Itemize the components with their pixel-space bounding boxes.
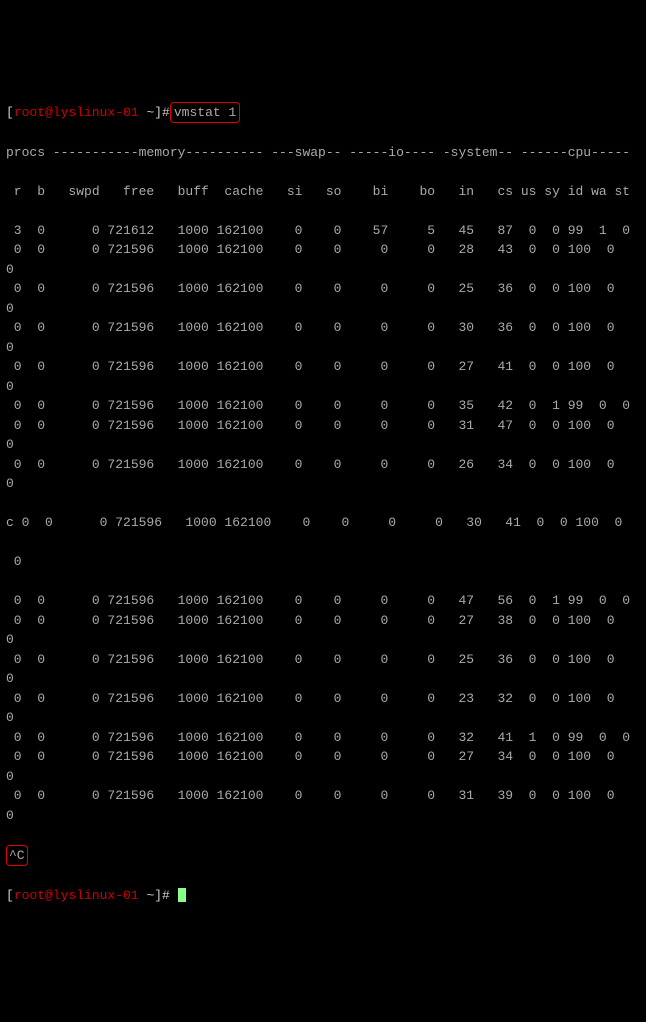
vmstat-row: 0 0 0 721596 1000 162100 0 0 0 0 30 36 0… bbox=[6, 318, 640, 338]
vmstat-row: 0 bbox=[6, 260, 640, 280]
vmstat-row: 0 bbox=[6, 338, 640, 358]
vmstat-row: 0 0 0 721596 1000 162100 0 0 0 0 27 41 0… bbox=[6, 357, 640, 377]
vmstat-rows-block1: 3 0 0 721612 1000 162100 0 0 57 5 45 87 … bbox=[6, 221, 640, 494]
path: ~ bbox=[139, 888, 155, 903]
bracket-open: [ bbox=[6, 888, 14, 903]
vmstat-row: 0 0 0 721596 1000 162100 0 0 0 0 27 34 0… bbox=[6, 747, 640, 767]
vmstat-row: 0 bbox=[6, 377, 640, 397]
vmstat-row: 0 0 0 721596 1000 162100 0 0 0 0 32 41 1… bbox=[6, 728, 640, 748]
vmstat-row: 0 0 0 721596 1000 162100 0 0 0 0 23 32 0… bbox=[6, 689, 640, 709]
prompt-line-1: [root@lyslinux-01 ~]# vmstat 1 bbox=[6, 102, 640, 124]
vmstat-row: 0 0 0 721596 1000 162100 0 0 0 0 31 39 0… bbox=[6, 786, 640, 806]
vmstat-row: 0 bbox=[6, 708, 640, 728]
prompt-symbol: ]# bbox=[154, 888, 170, 903]
vmstat-rows-block2: 0 0 0 721596 1000 162100 0 0 0 0 47 56 0… bbox=[6, 591, 640, 825]
user-host: root@lyslinux-01 bbox=[14, 105, 139, 120]
vmstat-shifted-wrap: 0 bbox=[6, 552, 640, 572]
vmstat-row: 0 0 0 721596 1000 162100 0 0 0 0 47 56 0… bbox=[6, 591, 640, 611]
command-highlight-box: vmstat 1 bbox=[170, 102, 240, 124]
vmstat-columns: r b swpd free buff cache si so bi bo in … bbox=[6, 182, 640, 202]
prompt-symbol: ]# bbox=[154, 105, 170, 120]
vmstat-row: 0 bbox=[6, 669, 640, 689]
bracket-open: [ bbox=[6, 105, 14, 120]
vmstat-shifted-row: c 0 0 0 721596 1000 162100 0 0 0 0 30 41… bbox=[6, 513, 640, 533]
vmstat-row: 0 bbox=[6, 806, 640, 826]
vmstat-row: 0 0 0 721596 1000 162100 0 0 0 0 25 36 0… bbox=[6, 650, 640, 670]
terminal-output: [root@lyslinux-01 ~]#vmstat 1 procs ----… bbox=[6, 82, 640, 925]
cursor bbox=[178, 888, 186, 902]
vmstat-row: 3 0 0 721612 1000 162100 0 0 57 5 45 87 … bbox=[6, 221, 640, 241]
vmstat-row: 0 0 0 721596 1000 162100 0 0 0 0 27 38 0… bbox=[6, 611, 640, 631]
interrupt-line: ^C bbox=[6, 845, 640, 867]
vmstat-row: 0 0 0 721596 1000 162100 0 0 0 0 26 34 0… bbox=[6, 455, 640, 475]
vmstat-row: 0 bbox=[6, 299, 640, 319]
vmstat-row: 0 bbox=[6, 474, 640, 494]
path: ~ bbox=[139, 105, 155, 120]
vmstat-row: 0 bbox=[6, 767, 640, 787]
vmstat-row: 0 0 0 721596 1000 162100 0 0 0 0 35 42 0… bbox=[6, 396, 640, 416]
interrupt-text: ^C bbox=[9, 848, 25, 863]
user-host: root@lyslinux-01 bbox=[14, 888, 139, 903]
vmstat-row: 0 bbox=[6, 435, 640, 455]
prompt-line-2[interactable]: [root@lyslinux-01 ~]# bbox=[6, 886, 640, 906]
interrupt-highlight-box: ^C bbox=[6, 845, 28, 867]
vmstat-row: 0 0 0 721596 1000 162100 0 0 0 0 31 47 0… bbox=[6, 416, 640, 436]
vmstat-row: 0 0 0 721596 1000 162100 0 0 0 0 28 43 0… bbox=[6, 240, 640, 260]
command-text: vmstat 1 bbox=[174, 105, 236, 120]
vmstat-header-groups: procs -----------memory---------- ---swa… bbox=[6, 143, 640, 163]
vmstat-row: 0 0 0 721596 1000 162100 0 0 0 0 25 36 0… bbox=[6, 279, 640, 299]
vmstat-row: 0 bbox=[6, 630, 640, 650]
